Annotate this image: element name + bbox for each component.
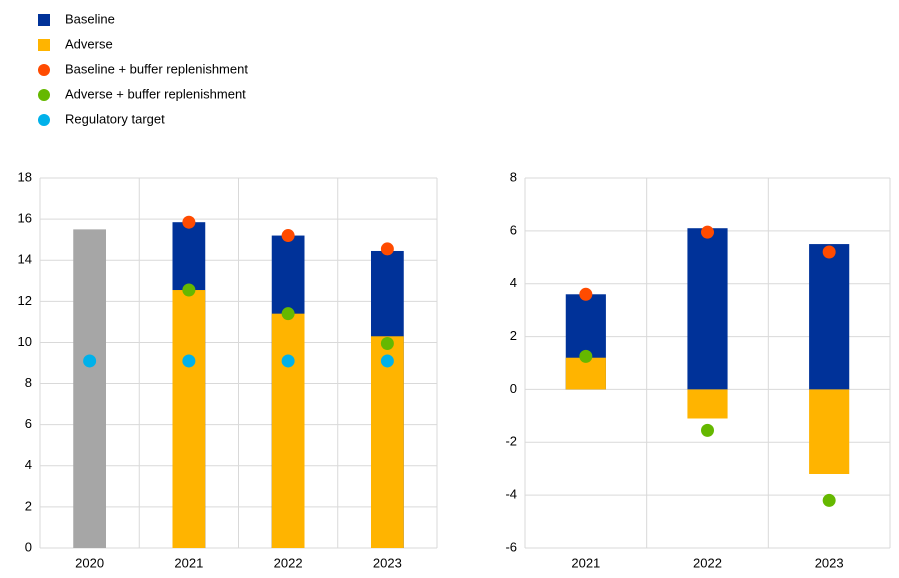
legend-swatch	[38, 89, 50, 101]
y-tick-label: 4	[25, 457, 32, 472]
legend-swatch	[38, 114, 50, 126]
dot	[281, 307, 295, 321]
x-tick-label: 2021	[174, 555, 203, 570]
y-tick-label: 10	[18, 334, 32, 349]
x-tick-label: 2021	[571, 555, 600, 570]
dot	[182, 354, 196, 368]
dot	[182, 215, 196, 229]
bar	[370, 336, 404, 548]
y-tick-label: 2	[25, 498, 32, 513]
dot	[579, 349, 593, 363]
x-tick-label: 2023	[373, 555, 402, 570]
dot	[822, 493, 836, 507]
bar	[565, 357, 606, 390]
y-tick-label: 8	[510, 169, 517, 184]
legend-label: Adverse + buffer replenishment	[65, 86, 246, 101]
y-tick-label: 14	[18, 252, 32, 267]
legend-swatch	[38, 64, 50, 76]
x-tick-label: 2022	[693, 555, 722, 570]
dot	[822, 245, 836, 259]
dot	[182, 283, 196, 297]
dot	[380, 242, 394, 256]
y-tick-label: 6	[510, 222, 517, 237]
dot	[281, 229, 295, 243]
y-tick-label: 4	[510, 275, 517, 290]
y-tick-label: 0	[25, 539, 32, 554]
dot	[380, 336, 394, 350]
dot	[701, 225, 714, 239]
x-tick-label: 2020	[75, 555, 104, 570]
legend-label: Baseline + buffer replenishment	[65, 61, 248, 76]
dot	[701, 423, 714, 437]
y-tick-label: 18	[18, 169, 32, 184]
bar	[172, 290, 206, 548]
bar	[73, 229, 107, 548]
legend-label: Adverse	[65, 36, 113, 51]
dot	[380, 354, 394, 368]
y-tick-label: 6	[25, 416, 32, 431]
dot	[83, 354, 97, 368]
bar	[687, 228, 728, 390]
y-tick-label: 8	[25, 375, 32, 390]
y-tick-label: -2	[505, 434, 517, 449]
legend-label: Regulatory target	[65, 111, 165, 126]
legend-swatch	[38, 39, 50, 51]
y-tick-label: 2	[510, 328, 517, 343]
dot	[281, 354, 295, 368]
legend-label: Baseline	[65, 11, 115, 26]
x-tick-label: 2023	[815, 555, 844, 570]
y-tick-label: 16	[18, 211, 32, 226]
y-tick-label: 0	[510, 381, 517, 396]
y-tick-label: -4	[505, 487, 517, 502]
bar	[271, 313, 305, 548]
bar	[687, 389, 728, 419]
y-tick-label: 12	[18, 293, 32, 308]
bar	[809, 244, 850, 390]
bar	[809, 389, 850, 474]
x-tick-label: 2022	[274, 555, 303, 570]
legend-swatch	[38, 14, 50, 26]
dot	[579, 287, 593, 301]
y-tick-label: -6	[505, 539, 517, 554]
